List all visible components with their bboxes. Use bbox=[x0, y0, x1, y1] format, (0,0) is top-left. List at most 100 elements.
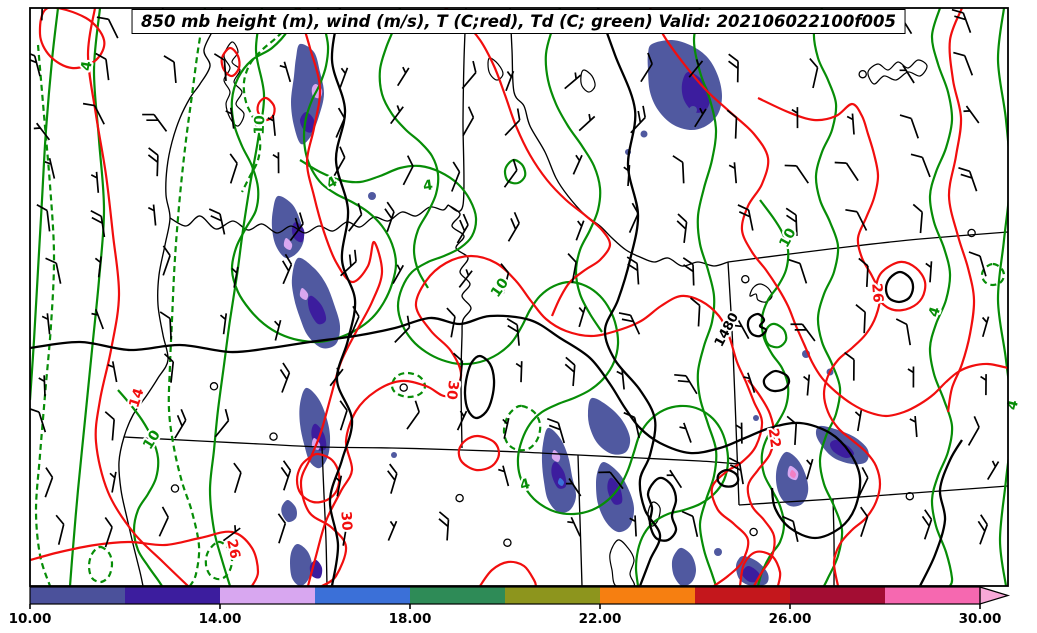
wind-barb bbox=[272, 152, 280, 174]
height-contour bbox=[328, 8, 357, 586]
precip-blob-light bbox=[551, 449, 561, 463]
wind-barb bbox=[44, 467, 54, 498]
calm-wind-circle bbox=[269, 432, 278, 441]
wind-barb bbox=[225, 107, 235, 129]
wind-barb bbox=[834, 161, 859, 182]
wind-barb bbox=[280, 460, 292, 491]
calm-wind-circle bbox=[749, 527, 758, 537]
precip-blob bbox=[671, 547, 696, 586]
wind-barb bbox=[147, 204, 157, 226]
precip-shading-layer bbox=[271, 39, 869, 586]
temperature-contour bbox=[306, 254, 764, 586]
temperature-contour bbox=[479, 560, 538, 586]
wind-barb bbox=[452, 352, 464, 383]
wind-barb bbox=[339, 67, 349, 88]
wind-barb bbox=[394, 315, 411, 343]
wind-barb bbox=[458, 269, 473, 288]
state-border bbox=[1018, 8, 1036, 225]
dewpoint-contour bbox=[117, 389, 163, 586]
precip-dot bbox=[714, 548, 722, 556]
dewpoint-contour bbox=[378, 8, 440, 289]
contour-label-red-22: 22 bbox=[765, 427, 784, 449]
colorbar-segment bbox=[315, 587, 410, 604]
wind-barb bbox=[921, 509, 933, 540]
state-border bbox=[832, 498, 835, 586]
colorbar-segment bbox=[505, 587, 600, 604]
colorbar-segment bbox=[410, 587, 505, 604]
wind-barb bbox=[909, 415, 918, 438]
wind-barb bbox=[728, 53, 739, 83]
wind-barb bbox=[231, 266, 239, 288]
wind-barb bbox=[951, 8, 972, 33]
lake-outline bbox=[867, 59, 928, 85]
calm-wind-circle bbox=[858, 69, 867, 79]
wind-barb bbox=[162, 245, 171, 276]
wind-barb bbox=[335, 107, 346, 138]
wind-barb bbox=[505, 70, 515, 92]
wind-barb bbox=[498, 465, 510, 487]
temperature-contour bbox=[738, 550, 782, 586]
calm-wind-circle bbox=[741, 274, 750, 284]
dewpoint-contour-dashed bbox=[502, 404, 542, 452]
wind-barb bbox=[267, 114, 276, 136]
wind-barb bbox=[910, 153, 931, 178]
wind-barb bbox=[174, 408, 187, 439]
dewpoint-contour-dashed bbox=[167, 8, 207, 586]
precip-dot bbox=[753, 415, 759, 421]
wind-barb bbox=[348, 203, 363, 232]
wind-barb bbox=[895, 318, 912, 346]
temperature-contour bbox=[86, 8, 189, 586]
colorbar-tick-label: 26.00 bbox=[769, 611, 812, 627]
state-border bbox=[738, 485, 1008, 506]
precip-blob-core bbox=[307, 295, 327, 325]
wind-barb bbox=[912, 203, 924, 234]
wind-barb bbox=[958, 167, 978, 192]
map-layers bbox=[30, 8, 1036, 586]
precip-blob bbox=[587, 397, 631, 455]
contour-label-green-4: 4 bbox=[422, 177, 434, 194]
wind-barb bbox=[281, 253, 293, 285]
wind-barb bbox=[289, 212, 304, 242]
contour-label-red-26: 26 bbox=[223, 538, 243, 560]
wind-barb bbox=[640, 52, 653, 83]
dewpoint-contour bbox=[812, 8, 844, 586]
colorbar-tick-label: 22.00 bbox=[579, 611, 622, 627]
wind-barb bbox=[438, 511, 450, 541]
colorbar: 10.00 14.00 18.00 22.00 26.00 30.00 bbox=[9, 586, 1011, 627]
colorbar-segment bbox=[885, 587, 980, 604]
dewpoint-contour bbox=[299, 159, 730, 586]
wind-barb bbox=[986, 460, 1000, 481]
wind-barb bbox=[500, 263, 510, 294]
wind-barb bbox=[788, 258, 808, 284]
wind-barb bbox=[402, 155, 414, 186]
colorbar-segment bbox=[220, 587, 315, 604]
colorbar-tick-label: 30.00 bbox=[959, 611, 1002, 627]
wind-barb bbox=[899, 114, 920, 139]
precip-blob-speck bbox=[557, 477, 565, 487]
wind-barb bbox=[726, 109, 738, 139]
wind-barb bbox=[855, 304, 866, 334]
wind-barb bbox=[503, 158, 518, 188]
wind-barb bbox=[790, 323, 816, 342]
wind-barb bbox=[968, 251, 987, 277]
dewpoint-contour-dashed bbox=[204, 540, 234, 581]
wind-barb bbox=[726, 318, 750, 340]
temperature-contours-layer bbox=[30, 8, 1008, 586]
wind-barb bbox=[572, 154, 583, 175]
wind-barb bbox=[163, 55, 177, 83]
wind-barb bbox=[786, 415, 798, 445]
temperature-contour bbox=[38, 8, 106, 70]
wind-barb bbox=[104, 517, 113, 548]
wind-barb bbox=[575, 220, 585, 241]
colorbar-segment bbox=[600, 587, 695, 604]
wind-barb bbox=[36, 8, 44, 21]
wind-barb bbox=[44, 157, 56, 179]
colorbar-outline bbox=[29, 586, 981, 605]
state-border bbox=[447, 8, 467, 212]
wind-barb bbox=[329, 367, 344, 387]
wind-barb bbox=[334, 475, 343, 497]
precip-dot bbox=[368, 192, 376, 200]
wind-barb bbox=[679, 422, 692, 443]
colorbar-tick-label: 10.00 bbox=[9, 611, 52, 627]
height-contour bbox=[716, 468, 740, 488]
